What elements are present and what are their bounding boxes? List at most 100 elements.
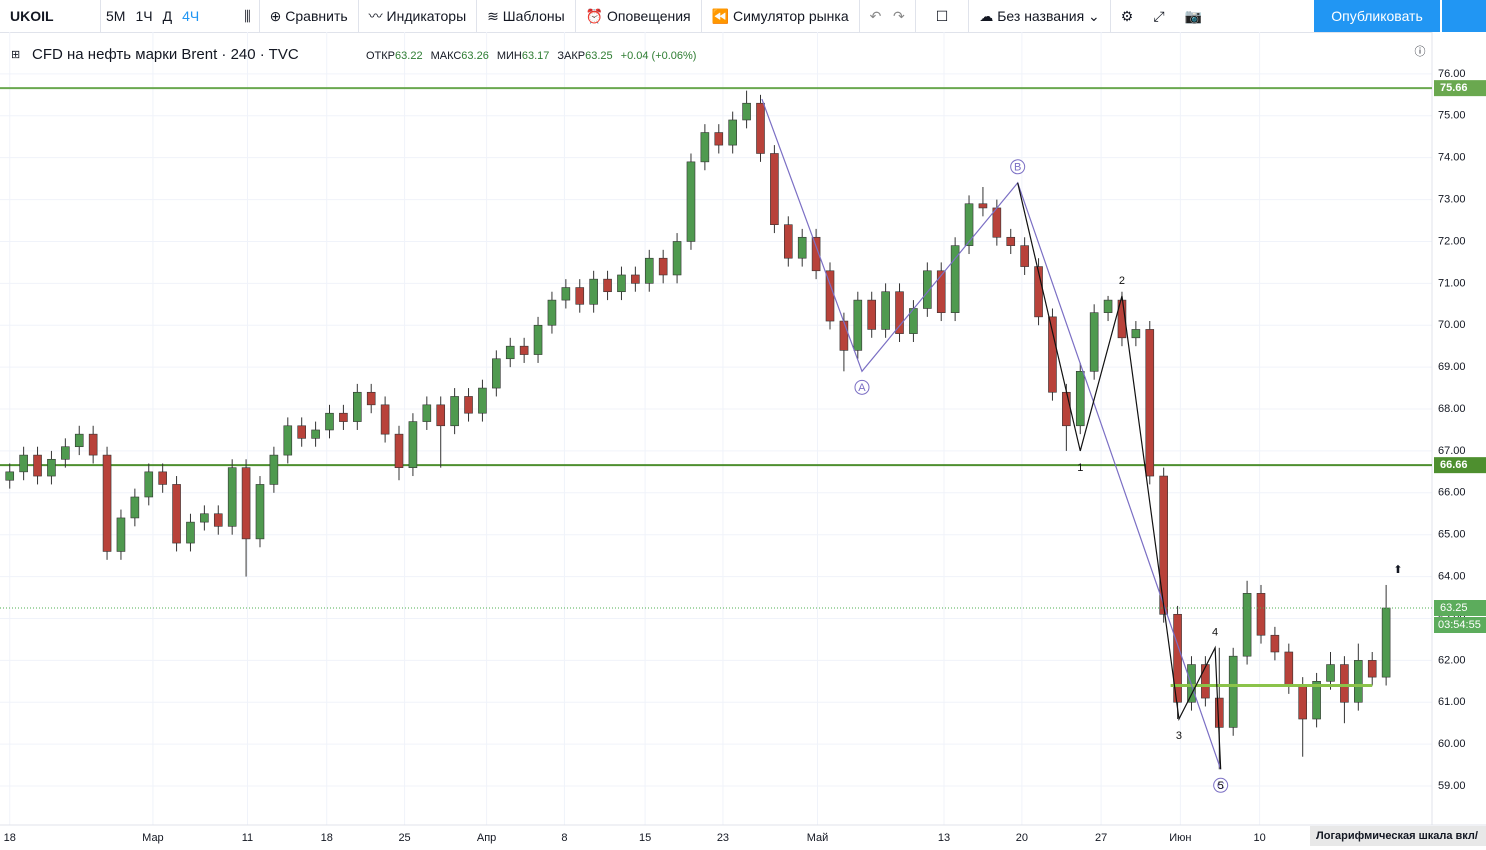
candle-body (186, 521, 195, 544)
settings[interactable]: ⚙ (1120, 7, 1134, 24)
wave-label: 4 (1212, 627, 1218, 639)
interval[interactable]: 4Ч (182, 8, 200, 24)
chart-style[interactable]: ⫼ (244, 7, 251, 24)
interval[interactable]: 5М (106, 8, 126, 24)
candle-body (297, 425, 306, 439)
candle-body (533, 324, 543, 355)
candle-body (519, 345, 529, 355)
candle-body (714, 132, 724, 146)
candle-body (881, 291, 890, 330)
x-tick-label: 15 (639, 832, 651, 844)
candle-body (1075, 371, 1085, 427)
candle-body (672, 241, 682, 276)
candle-body (1214, 697, 1224, 728)
candle-body (756, 102, 765, 154)
candle-body (172, 484, 181, 544)
candle-body (47, 458, 56, 477)
layout-name[interactable]: ☁ Без названия ⌄ (979, 7, 1100, 24)
candle-body (1006, 236, 1016, 246)
compare[interactable]: ⊕ Сравнить (269, 7, 348, 24)
candle-body (311, 429, 320, 439)
candle-body (1048, 316, 1057, 393)
candle-body (422, 404, 432, 422)
price-axis-bg (1432, 32, 1486, 825)
toolbar: UKOIL 5М 1Ч Д 4Ч ⫼ ⊕ Сравнить 〰 Индикато… (0, 0, 1486, 33)
sep (357, 0, 359, 32)
y-tick-label: 67.00 (1438, 445, 1466, 457)
candle-body (1312, 681, 1321, 720)
fullscreen[interactable]: ⤢ (1153, 7, 1165, 24)
x-tick-label: 23 (717, 832, 729, 844)
candle-body (74, 433, 84, 448)
publish-menu[interactable] (1441, 0, 1486, 32)
candle-body (895, 291, 904, 334)
candle-body (728, 119, 737, 146)
candle-body (783, 224, 793, 259)
x-tick-label: Май (807, 832, 829, 844)
legend-title: CFD на нефть марки Brent · 240 · TVC (32, 46, 299, 63)
candle-body (61, 446, 70, 460)
y-tick-label: 71.00 (1438, 277, 1466, 289)
candle-body (116, 517, 126, 552)
x-tick-label: 27 (1095, 832, 1107, 844)
candle-body (867, 299, 877, 330)
sep (1109, 0, 1111, 32)
candle-body (19, 454, 28, 473)
candle-body (644, 257, 654, 284)
candle-body (144, 471, 154, 498)
undo-redo[interactable]: ↶ ↷ (869, 7, 905, 24)
replay[interactable]: ⏪ Симулятор рынка (711, 7, 849, 24)
indicators[interactable]: 〰 Индикаторы (368, 8, 467, 24)
candle-body (241, 467, 251, 540)
candle-body (658, 257, 668, 276)
y-tick-label: 61.00 (1438, 696, 1466, 708)
candle-body (950, 245, 960, 313)
symbol[interactable]: UKOIL (10, 8, 54, 24)
candle-body (213, 513, 223, 527)
ohlc-label: ОТКР (366, 50, 395, 62)
price-tag (1434, 80, 1486, 97)
price-tag-label: 75.66 (1440, 82, 1468, 94)
layout-toggle[interactable]: ☐ (935, 7, 949, 24)
candle-body (936, 270, 946, 313)
publish-button[interactable]: Опубликовать (1314, 0, 1440, 32)
wave-circle (1010, 159, 1026, 175)
candle-body (158, 471, 167, 485)
candle-body (325, 412, 334, 431)
x-tick-label: 11 (242, 832, 253, 844)
candle-body (923, 270, 932, 309)
candle-body (436, 404, 446, 427)
candle-body (1228, 655, 1238, 728)
candle-body (353, 391, 362, 422)
legend: CFD на нефть марки Brent · 240 · TVC (32, 46, 299, 63)
candle-body (1340, 664, 1349, 703)
warning-icon[interactable]: ⓘ (1415, 45, 1426, 58)
ohlc-value: 63.26 (461, 50, 489, 62)
expand-icon[interactable]: ⊞ (11, 49, 20, 61)
price-tag-label: 63.25 (1440, 602, 1468, 614)
candle-body (1173, 613, 1182, 703)
candle-body (255, 484, 265, 540)
candle-body (964, 203, 974, 246)
y-tick-label: 60.00 (1438, 738, 1466, 750)
candle-body (686, 161, 696, 242)
candle-body (269, 454, 279, 485)
interval[interactable]: 1Ч (135, 8, 153, 24)
ohlc-label: ЗАКР (557, 50, 585, 62)
candle-body (631, 274, 640, 284)
y-tick-label: 70.00 (1438, 319, 1466, 331)
interval[interactable]: Д (162, 8, 173, 24)
alerts[interactable]: ⏰ Оповещения (585, 7, 691, 24)
x-tick-label: Мар (142, 832, 164, 844)
candle-body (88, 433, 98, 456)
candle-body (492, 358, 501, 389)
candle-body (1020, 245, 1029, 267)
candle-body (130, 496, 140, 519)
templates[interactable]: ≋ Шаблоны (487, 7, 565, 24)
sep (100, 0, 101, 32)
snapshot[interactable]: 📷 (1184, 7, 1202, 24)
y-tick-label: 74.00 (1438, 152, 1466, 164)
ohlc-value: 63.17 (522, 50, 550, 62)
candle-body (366, 391, 376, 406)
